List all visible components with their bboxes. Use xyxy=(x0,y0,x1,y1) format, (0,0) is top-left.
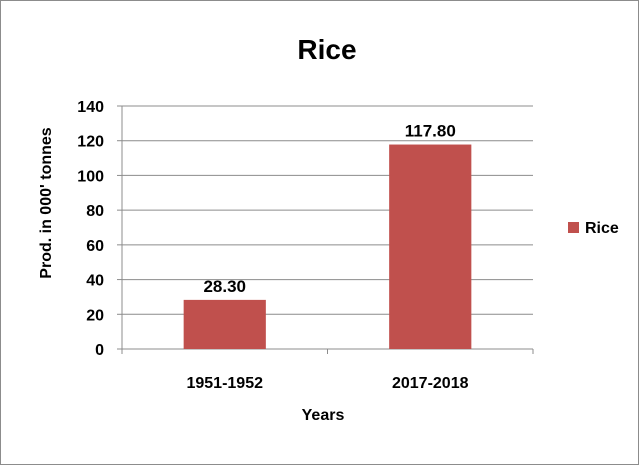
legend: Rice xyxy=(568,220,619,237)
legend-swatch-rice xyxy=(568,222,579,233)
y-tick-labels: 0 20 40 60 80 100 120 140 xyxy=(77,99,104,359)
y-tick-label: 0 xyxy=(95,342,104,359)
y-tick-label: 40 xyxy=(86,273,104,290)
x-tick-labels: 1951-1952 2017-2018 xyxy=(186,375,468,392)
chart-title: Rice xyxy=(297,34,356,65)
y-tick-label: 20 xyxy=(86,307,104,324)
data-labels: 28.30 117.80 xyxy=(203,122,455,296)
y-tick-label: 80 xyxy=(86,203,104,220)
y-tick-label: 100 xyxy=(77,168,104,185)
bars xyxy=(183,144,472,349)
bar xyxy=(183,299,266,349)
data-label: 117.80 xyxy=(405,122,456,141)
data-label: 28.30 xyxy=(203,277,246,296)
y-axis-label: Prod. in 000' tonnes xyxy=(38,127,55,278)
bar xyxy=(389,144,472,349)
y-tick-label: 140 xyxy=(77,99,104,116)
x-axis-label: Years xyxy=(302,407,345,424)
legend-label-rice: Rice xyxy=(585,220,619,237)
y-tick-label: 120 xyxy=(77,134,104,151)
x-tick-label: 1951-1952 xyxy=(186,375,263,392)
y-tick-label: 60 xyxy=(86,238,104,255)
x-tick-label: 2017-2018 xyxy=(392,375,469,392)
